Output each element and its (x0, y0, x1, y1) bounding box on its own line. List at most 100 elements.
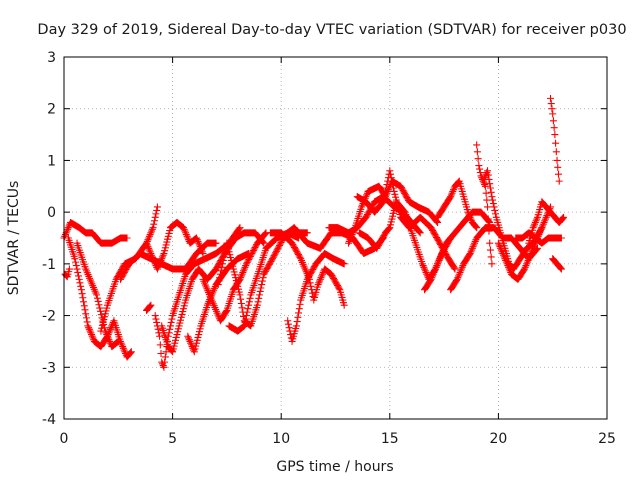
data-point (255, 291, 263, 299)
data-point (237, 272, 245, 280)
data-point (256, 287, 264, 295)
data-point (529, 224, 537, 232)
data-point (192, 234, 200, 242)
data-point (146, 248, 154, 256)
data-point (157, 349, 165, 357)
data-point (350, 227, 358, 235)
data-point (161, 353, 169, 361)
data-point (500, 253, 508, 261)
data-point (156, 341, 164, 349)
y-tick-label: 2 (47, 102, 56, 118)
data-point (345, 239, 353, 247)
data-point (145, 244, 153, 252)
data-point (214, 281, 222, 289)
data-point (76, 279, 84, 287)
data-point (118, 341, 126, 349)
data-point (557, 234, 565, 242)
data-point (454, 274, 462, 282)
data-point (419, 262, 427, 270)
data-point (381, 187, 389, 195)
data-point (123, 234, 131, 242)
data-point (450, 186, 458, 194)
data-point (239, 308, 247, 316)
series-arc1 (60, 218, 131, 247)
data-point (196, 243, 204, 251)
data-point (180, 225, 188, 233)
data-point (72, 262, 80, 270)
data-point (273, 246, 281, 254)
data-point (148, 225, 156, 233)
data-point (236, 291, 244, 299)
data-point (260, 239, 268, 247)
data-point (502, 258, 510, 266)
data-point (106, 325, 114, 333)
data-point (488, 260, 496, 268)
series-arc7 (143, 218, 207, 273)
data-point (151, 312, 159, 320)
data-point (114, 337, 122, 345)
data-point (447, 193, 455, 201)
data-point (466, 213, 474, 221)
data-point (114, 338, 122, 346)
series-arc6 (116, 239, 220, 283)
data-point (468, 246, 476, 254)
data-point (530, 243, 538, 251)
data-point (153, 318, 161, 326)
data-point (533, 215, 541, 223)
data-point (520, 265, 528, 273)
data-point (421, 267, 429, 275)
data-point (61, 231, 69, 239)
data-point (347, 234, 355, 242)
data-point (249, 247, 257, 255)
data-point (476, 168, 484, 176)
data-point (379, 198, 387, 206)
data-point (455, 270, 463, 278)
data-point (238, 304, 246, 312)
data-point (486, 180, 494, 188)
data-point (195, 241, 203, 249)
data-point (63, 227, 71, 235)
data-point (481, 182, 489, 190)
data-point (349, 229, 357, 237)
data-point (103, 331, 111, 339)
data-point (150, 220, 158, 228)
data-point (538, 224, 546, 232)
data-point (560, 213, 568, 221)
x-tick-label: 15 (381, 431, 399, 447)
data-point (416, 229, 424, 237)
chart-title: Day 329 of 2019, Sidereal Day-to-day VTE… (37, 22, 626, 38)
x-tick-label: 20 (489, 431, 507, 447)
y-tick-label: 1 (47, 153, 56, 169)
data-point (537, 225, 545, 233)
data-point (88, 331, 96, 339)
data-point (150, 256, 158, 264)
y-tick-label: -4 (42, 412, 56, 428)
data-point (296, 253, 304, 261)
data-point (466, 250, 474, 258)
data-point (305, 275, 313, 283)
data-point (272, 247, 280, 255)
data-point (245, 301, 253, 309)
data-point (151, 213, 159, 221)
data-point (346, 236, 354, 244)
data-point (246, 321, 254, 329)
data-point (244, 305, 252, 313)
data-point (85, 324, 93, 332)
data-point (456, 268, 464, 276)
data-point (497, 246, 505, 254)
data-point (221, 246, 229, 254)
data-point (159, 362, 167, 370)
data-point (559, 214, 567, 222)
data-point (81, 306, 89, 314)
data-point (74, 268, 82, 276)
data-point (104, 334, 112, 342)
data-point (287, 331, 295, 339)
data-point (318, 270, 326, 278)
data-point (88, 332, 96, 340)
data-point (486, 239, 494, 247)
data-point (159, 251, 167, 259)
data-point (363, 191, 371, 199)
data-point (547, 94, 555, 102)
data-point (158, 255, 166, 263)
data-point (467, 248, 475, 256)
